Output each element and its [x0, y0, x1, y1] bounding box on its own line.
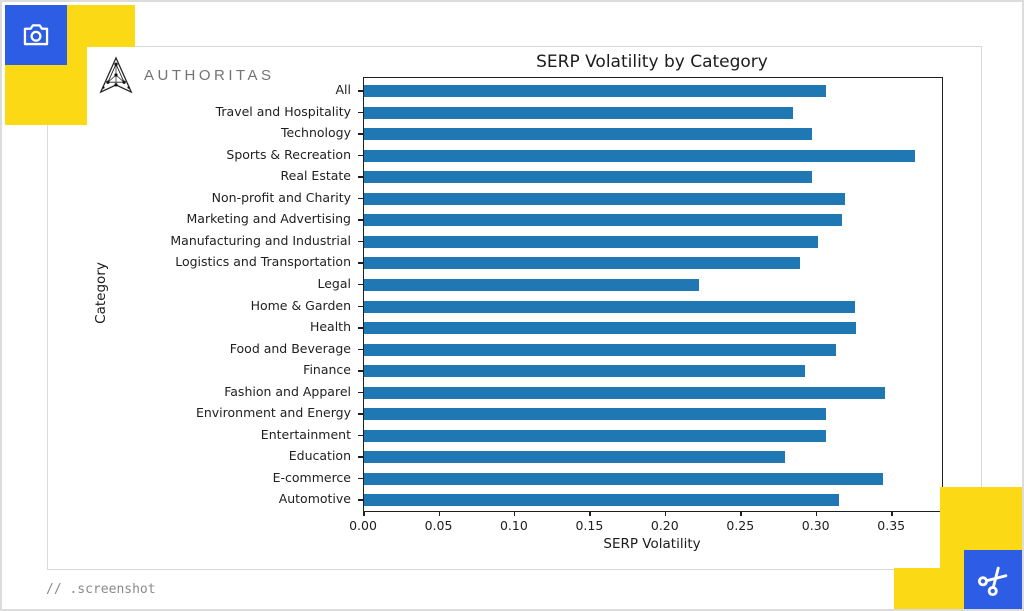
- y-tick-mark: [358, 154, 363, 157]
- y-tick-label: Health: [309, 319, 351, 335]
- bar-e-commerce: [364, 472, 884, 485]
- y-tick-mark: [358, 176, 363, 178]
- brand-name: AUTHORITAS: [144, 66, 275, 84]
- x-tick-label: 0.25: [726, 518, 755, 533]
- scissors-button[interactable]: [964, 550, 1022, 609]
- y-tick-mark: [358, 305, 363, 307]
- bar-environment-and-energy: [364, 408, 826, 421]
- bar-education: [364, 451, 785, 464]
- x-axis-label: SERP Volatility: [603, 536, 701, 552]
- bar-food-and-beverage: [364, 343, 837, 356]
- authoritas-triangle-logo-icon: [98, 54, 134, 96]
- x-tick-label: 0.15: [575, 518, 604, 533]
- x-tick-mark: [815, 511, 818, 516]
- y-tick-mark: [358, 327, 363, 329]
- chart-title: SERP Volatility by Category: [536, 52, 768, 72]
- y-tick-label: Entertainment: [260, 426, 351, 442]
- y-tick-mark: [358, 499, 363, 501]
- y-tick-mark: [358, 197, 363, 200]
- y-tick-label: All: [335, 82, 352, 97]
- bar-travel-and-hospitality: [364, 106, 793, 119]
- y-tick-label: Home & Garden: [250, 297, 351, 313]
- scissors-icon: [976, 562, 1012, 598]
- y-axis-label: Category: [93, 262, 109, 324]
- y-tick-mark: [358, 133, 363, 135]
- bar-finance: [364, 365, 805, 378]
- x-tick-label: 0.20: [650, 518, 679, 533]
- x-tick-label: 0.10: [499, 518, 528, 533]
- bar-health: [364, 322, 856, 335]
- bar-automotive: [364, 494, 840, 507]
- bar-legal: [364, 278, 699, 291]
- x-tick-mark: [589, 511, 591, 516]
- y-tick-mark: [358, 219, 363, 221]
- bar-marketing-and-advertising: [364, 214, 843, 227]
- bar-real-estate: [364, 171, 813, 184]
- y-tick-label: Marketing and Advertising: [186, 211, 351, 227]
- bar-technology: [364, 128, 813, 141]
- y-tick-label: Education: [288, 448, 351, 464]
- plot-area: [363, 77, 943, 512]
- x-tick-label: 0.00: [349, 518, 377, 533]
- bar-entertainment: [364, 429, 826, 442]
- y-tick-label: Sports & Recreation: [226, 146, 351, 162]
- y-tick-mark: [358, 456, 363, 458]
- x-tick-mark: [363, 511, 365, 516]
- y-tick-label: Food and Beverage: [229, 340, 351, 356]
- y-tick-mark: [358, 434, 363, 437]
- y-tick-label: Real Estate: [280, 168, 351, 184]
- y-tick-label: Finance: [303, 362, 351, 378]
- bar-non-profit-and-charity: [364, 192, 846, 205]
- bar-home-garden: [364, 300, 855, 313]
- x-tick-label: 0.05: [424, 518, 453, 533]
- bar-manufacturing-and-industrial: [364, 235, 819, 248]
- y-tick-label: Technology: [280, 125, 351, 141]
- y-tick-label: Automotive: [278, 491, 351, 507]
- bar-fashion-and-apparel: [364, 386, 885, 399]
- y-tick-label: Non-profit and Charity: [211, 189, 351, 205]
- y-tick-mark: [358, 240, 363, 243]
- y-tick-label: Logistics and Transportation: [175, 254, 351, 270]
- brand: AUTHORITAS: [98, 54, 275, 96]
- y-tick-label: Travel and Hospitality: [215, 103, 351, 119]
- footer-caption: // .screenshot: [46, 582, 156, 597]
- y-tick-label: Environment and Energy: [195, 405, 351, 421]
- y-tick-mark: [358, 283, 363, 286]
- x-tick-mark: [438, 511, 440, 516]
- y-tick-mark: [358, 348, 363, 351]
- camera-button[interactable]: [5, 5, 67, 65]
- x-tick-mark: [513, 511, 516, 516]
- y-tick-label: Legal: [317, 275, 351, 291]
- y-tick-mark: [358, 111, 363, 114]
- y-tick-label: Manufacturing and Industrial: [170, 232, 351, 248]
- x-tick-mark: [664, 511, 667, 516]
- bar-all: [364, 85, 826, 97]
- y-tick-mark: [358, 90, 363, 92]
- y-tick-mark: [358, 413, 363, 415]
- bar-sports-recreation: [364, 149, 915, 162]
- y-tick-mark: [358, 477, 363, 480]
- y-tick-mark: [358, 391, 363, 394]
- x-tick-label: 0.30: [801, 518, 830, 533]
- x-tick-mark: [891, 511, 893, 516]
- y-tick-label: E-commerce: [272, 469, 351, 485]
- y-tick-mark: [358, 262, 363, 264]
- bar-logistics-and-transportation: [364, 257, 801, 270]
- y-tick-label: Fashion and Apparel: [224, 383, 351, 399]
- decor-yellow-square-bottom: [894, 568, 964, 609]
- y-tick-mark: [358, 370, 363, 372]
- x-tick-label: 0.35: [877, 518, 906, 533]
- x-tick-mark: [740, 511, 742, 516]
- camera-icon: [19, 18, 53, 52]
